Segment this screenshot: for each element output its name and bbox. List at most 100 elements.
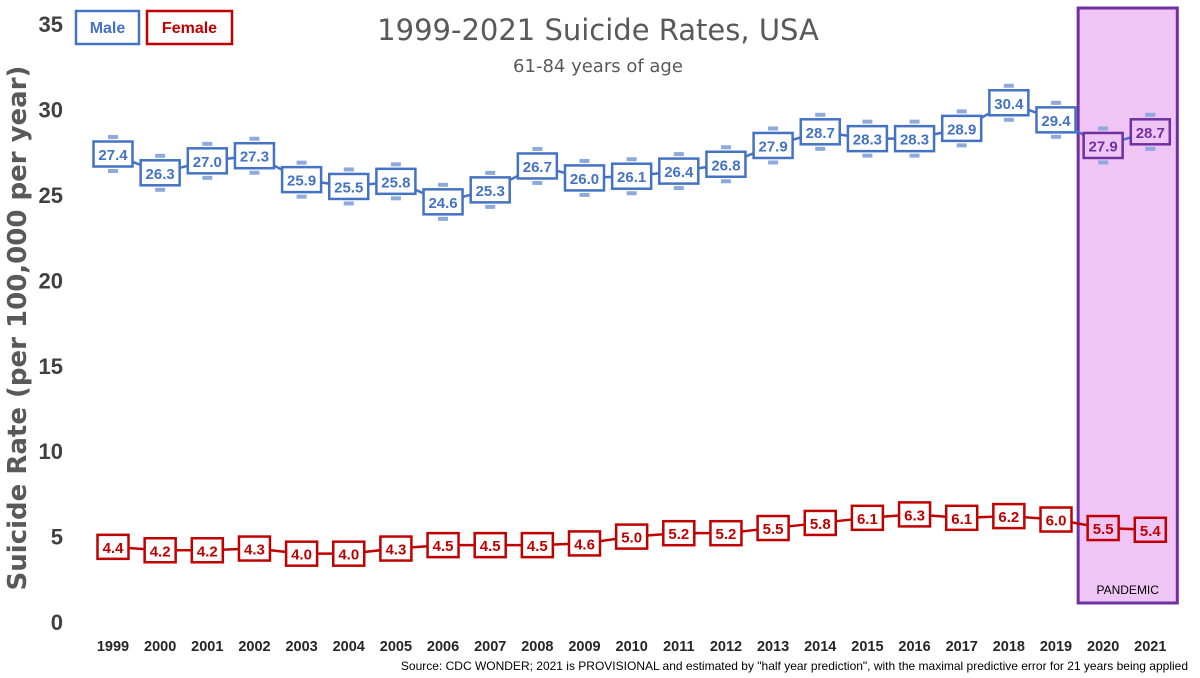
data-point-marker[interactable] (233, 141, 276, 170)
data-point-marker[interactable] (520, 531, 555, 559)
data-label: 5.5 (763, 521, 784, 538)
data-point-marker[interactable] (658, 157, 700, 185)
data-point-marker[interactable] (1129, 118, 1172, 146)
data-label: 6.1 (951, 511, 972, 528)
x-tick-label: 2011 (663, 639, 694, 655)
data-point-marker[interactable] (992, 502, 1026, 530)
data-point-marker[interactable] (1133, 516, 1168, 544)
data-point-marker[interactable] (567, 530, 602, 557)
data-point-marker[interactable] (1086, 514, 1120, 542)
data-point-marker[interactable] (469, 176, 511, 204)
data-label: 4.3 (385, 542, 406, 559)
data-label: 5.2 (668, 526, 689, 543)
data-point-marker[interactable] (850, 504, 885, 532)
data-point-marker[interactable] (92, 140, 134, 168)
x-tick-label: 2012 (710, 639, 742, 655)
data-point-marker[interactable] (280, 165, 323, 194)
data-point-marker[interactable] (897, 501, 932, 528)
data-label: 25.3 (476, 183, 505, 200)
data-point-marker[interactable] (709, 519, 743, 547)
data-point-marker[interactable] (610, 162, 653, 190)
x-tick-label: 2016 (898, 639, 930, 655)
data-point-marker[interactable] (846, 124, 889, 153)
x-tick-label: 2004 (333, 639, 365, 655)
data-label: 28.3 (853, 132, 882, 149)
legend-item-female[interactable] (145, 9, 234, 46)
data-label: 26.0 (570, 171, 599, 188)
x-tick-label: 2018 (993, 639, 1025, 655)
y-tick-label: 15 (39, 354, 63, 379)
data-point-marker[interactable] (1082, 131, 1124, 160)
x-tick-label: 2010 (616, 639, 648, 655)
data-point-marker[interactable] (662, 519, 696, 547)
data-point-marker[interactable] (752, 131, 794, 160)
data-point-marker[interactable] (1039, 506, 1073, 533)
y-tick-label: 10 (39, 439, 63, 464)
data-point-marker[interactable] (944, 504, 979, 532)
data-point-marker[interactable] (328, 172, 370, 201)
data-label: 25.9 (287, 173, 316, 190)
data-point-marker[interactable] (190, 537, 225, 564)
legend-item-male[interactable] (74, 9, 141, 46)
data-point-marker[interactable] (940, 114, 983, 143)
data-point-marker[interactable] (186, 147, 229, 175)
data-label: 4.4 (103, 540, 125, 557)
data-label: 6.2 (998, 509, 1019, 526)
data-label: 29.4 (1041, 113, 1071, 130)
data-label: 27.3 (240, 149, 269, 166)
data-point-marker[interactable] (563, 164, 606, 192)
data-point-marker[interactable] (893, 124, 936, 153)
x-tick-label: 2014 (804, 639, 836, 655)
data-label: 4.5 (433, 538, 454, 555)
data-point-marker[interactable] (799, 118, 841, 146)
data-point-marker[interactable] (803, 509, 837, 537)
data-point-marker[interactable] (756, 514, 790, 542)
data-label: 4.3 (244, 542, 265, 559)
y-tick-label: 30 (39, 98, 63, 123)
data-point-marker[interactable] (1035, 106, 1077, 134)
pandemic-label: PANDEMIC (1096, 583, 1159, 597)
pandemic-highlight-band (1076, 6, 1179, 605)
y-tick-label: 35 (39, 12, 63, 37)
data-label: 26.8 (711, 157, 740, 174)
x-tick-label: 2009 (568, 639, 600, 655)
data-point-marker[interactable] (516, 152, 559, 180)
data-point-marker[interactable] (332, 540, 366, 567)
data-point-marker[interactable] (705, 150, 747, 179)
data-label: 4.2 (150, 543, 171, 560)
data-point-marker[interactable] (143, 537, 177, 564)
data-point-marker[interactable] (988, 89, 1030, 117)
data-point-marker[interactable] (284, 540, 319, 567)
data-point-marker[interactable] (96, 533, 130, 561)
data-label: 4.5 (480, 538, 501, 555)
data-label: 5.8 (810, 516, 831, 533)
data-label: 27.9 (1089, 138, 1118, 155)
chart-subtitle: 61-84 years of age (513, 56, 683, 77)
x-tick-label: 2007 (474, 639, 506, 655)
data-point-marker[interactable] (237, 535, 272, 562)
source-note: Source: CDC WONDER; 2021 is PROVISIONAL … (401, 659, 1188, 673)
x-tick-label: 2005 (380, 639, 412, 655)
x-tick-label: 2002 (238, 639, 270, 655)
data-point-marker[interactable] (375, 167, 417, 196)
data-label: 28.9 (947, 121, 976, 138)
y-tick-label: 25 (39, 183, 63, 208)
x-tick-label: 2006 (427, 639, 459, 655)
data-label: 26.1 (617, 169, 646, 186)
data-point-marker[interactable] (422, 188, 464, 216)
data-label: 30.4 (994, 96, 1024, 113)
x-tick-label: 2001 (191, 639, 223, 655)
data-point-marker[interactable] (426, 531, 460, 559)
x-tick-label: 2015 (851, 639, 883, 655)
data-label: 6.3 (904, 507, 925, 524)
data-point-marker[interactable] (139, 159, 181, 187)
x-tick-label: 2013 (757, 639, 789, 655)
x-tick-label: 2003 (285, 639, 317, 655)
data-point-marker[interactable] (473, 531, 507, 559)
data-label: 28.7 (806, 125, 835, 142)
data-point-marker[interactable] (379, 535, 413, 562)
data-label: 5.2 (716, 526, 737, 543)
data-point-marker[interactable] (614, 523, 649, 550)
data-label: 4.6 (574, 536, 595, 553)
